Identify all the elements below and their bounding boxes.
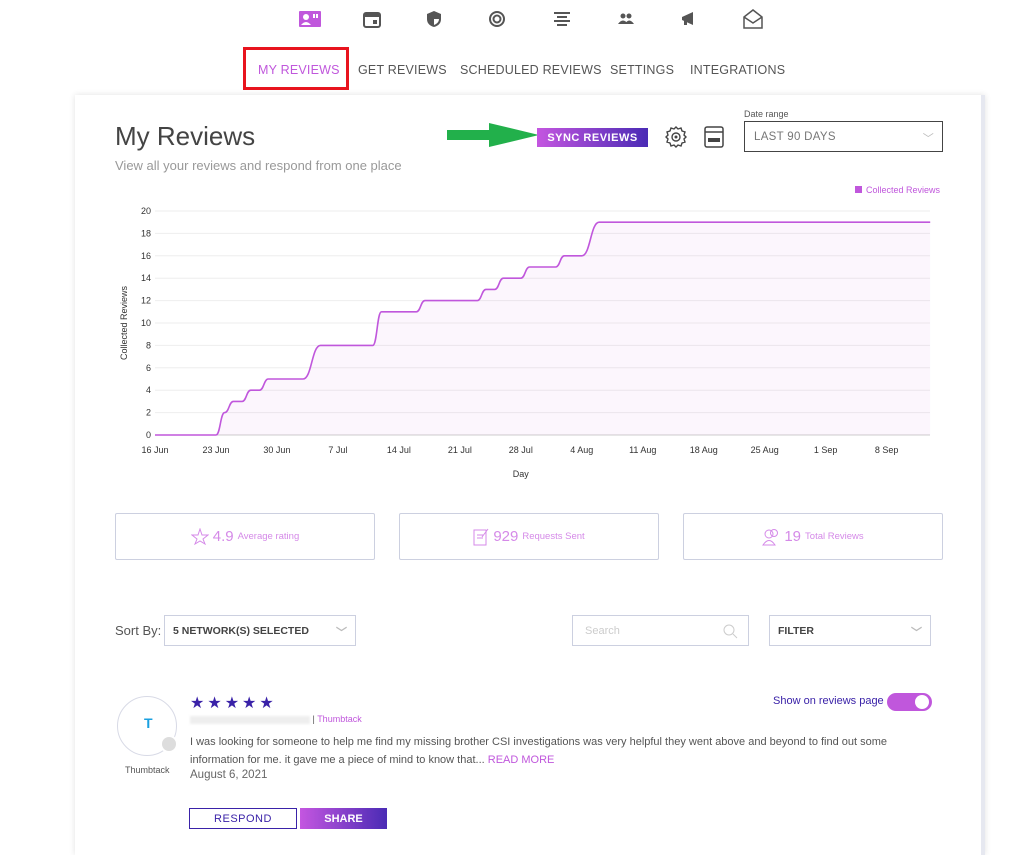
envelope-icon[interactable] [741, 8, 765, 30]
series-area [155, 222, 930, 435]
x-tick-label: 16 Jun [141, 445, 168, 455]
x-tick-label: 21 Jul [448, 445, 472, 455]
y-tick-label: 10 [141, 318, 151, 328]
x-tick-label: 23 Jun [202, 445, 229, 455]
chevron-down-icon: ﹀ [336, 624, 347, 640]
filter-value: FILTER [778, 625, 814, 637]
reviews-chart: 0 2 4 6 8 10 12 14 16 18 20 16 Jun 23 Jun 30 Jun 7 Jul… [75, 195, 955, 495]
stat-label: Total Reviews [805, 531, 864, 542]
avatar-letter: T [144, 715, 153, 731]
tab-integrations[interactable]: INTEGRATIONS [690, 63, 785, 77]
y-tick-label: 14 [141, 273, 151, 283]
reviews-card: My Reviews View all your reviews and res… [75, 95, 985, 855]
avatar: T [117, 696, 177, 756]
green-arrow-annotation [447, 123, 539, 147]
toggle-knob [915, 695, 929, 709]
chevron-down-icon: ﹀ [911, 624, 922, 640]
stat-requests-sent: 929 Requests Sent [399, 513, 659, 560]
radar-icon[interactable] [485, 8, 509, 30]
y-tick-label: 2 [146, 408, 151, 418]
calendar-icon[interactable] [360, 8, 384, 30]
document-icon [473, 528, 489, 546]
filter-select[interactable]: FILTER ﹀ [769, 615, 931, 646]
stat-total-reviews: 19 Total Reviews [683, 513, 943, 560]
y-axis-label: Collected Reviews [119, 285, 129, 360]
main-nav: MY REVIEWS GET REVIEWS SCHEDULED REVIEWS… [0, 60, 1010, 84]
chart-legend[interactable]: Collected Reviews [855, 185, 940, 195]
stat-value: 4.9 [213, 528, 234, 545]
search-icon[interactable] [722, 623, 738, 639]
shield-icon[interactable] [422, 8, 446, 30]
star-rating: ★★★★★ [190, 693, 277, 713]
sync-reviews-button[interactable]: SYNC REVIEWS [537, 128, 648, 147]
board-icon[interactable] [704, 126, 724, 148]
star-icon [191, 528, 209, 545]
align-center-icon[interactable] [550, 8, 574, 30]
x-tick-label: 1 Sep [814, 445, 838, 455]
y-tick-label: 18 [141, 228, 151, 238]
review-date: August 6, 2021 [190, 769, 267, 781]
users-icon [762, 528, 780, 546]
date-range-label: Date range [744, 109, 789, 119]
avatar-source-label: Thumbtack [125, 765, 170, 775]
people-icon[interactable] [614, 8, 638, 30]
review-text: I was looking for someone to help me fin… [190, 733, 910, 769]
y-tick-label: 6 [146, 363, 151, 373]
stat-value: 19 [784, 528, 801, 545]
y-tick-label: 20 [141, 206, 151, 216]
tab-scheduled-reviews[interactable]: SCHEDULED REVIEWS [460, 63, 602, 77]
x-tick-label: 25 Aug [751, 445, 779, 455]
y-tick-label: 8 [146, 340, 151, 350]
y-tick-label: 0 [146, 430, 151, 440]
reviews-icon[interactable] [298, 8, 322, 30]
y-tick-label: 16 [141, 251, 151, 261]
x-tick-label: 14 Jul [387, 445, 411, 455]
date-range-value: LAST 90 DAYS [754, 131, 836, 143]
x-tick-label: 28 Jul [509, 445, 533, 455]
reviewer-line: | Thumbtack [190, 714, 362, 724]
networks-select[interactable]: 5 NETWORK(S) SELECTED ﹀ [164, 615, 356, 646]
x-tick-label: 30 Jun [263, 445, 290, 455]
stat-label: Requests Sent [522, 531, 584, 542]
legend-swatch [855, 186, 862, 193]
sort-by-label: Sort By: [115, 623, 161, 638]
y-tick-label: 4 [146, 385, 151, 395]
share-button[interactable]: SHARE [300, 808, 387, 829]
x-axis-label: Day [513, 469, 530, 479]
x-tick-label: 4 Aug [570, 445, 593, 455]
show-on-page-label: Show on reviews page [773, 695, 884, 707]
x-tick-label: 7 Jul [328, 445, 347, 455]
legend-label: Collected Reviews [866, 185, 940, 195]
network-link[interactable]: Thumbtack [317, 714, 362, 724]
stat-value: 929 [493, 528, 518, 545]
date-range-select[interactable]: LAST 90 DAYS ﹀ [744, 121, 943, 152]
y-tick-label: 12 [141, 296, 151, 306]
tab-get-reviews[interactable]: GET REVIEWS [358, 63, 447, 77]
tab-settings[interactable]: SETTINGS [610, 63, 674, 77]
page-title: My Reviews [115, 121, 255, 152]
gear-icon[interactable] [664, 125, 688, 149]
blurred-reviewer-name [190, 716, 310, 724]
search-placeholder: Search [585, 625, 620, 637]
stat-average-rating: 4.9 Average rating [115, 513, 375, 560]
x-tick-label: 18 Aug [690, 445, 718, 455]
user-icon [160, 735, 178, 753]
x-tick-label: 11 Aug [629, 445, 656, 455]
x-tick-label: 8 Sep [875, 445, 899, 455]
search-input[interactable]: Search [572, 615, 749, 646]
top-icon-bar [0, 8, 1010, 32]
respond-button[interactable]: RESPOND [189, 808, 297, 829]
show-on-page-toggle[interactable] [887, 693, 932, 711]
stat-label: Average rating [238, 531, 300, 542]
read-more-link[interactable]: READ MORE [488, 754, 555, 766]
megaphone-icon[interactable] [677, 8, 701, 30]
page-subtitle: View all your reviews and respond from o… [115, 158, 402, 173]
highlight-box [243, 47, 349, 90]
chevron-down-icon: ﹀ [923, 130, 934, 146]
networks-value: 5 NETWORK(S) SELECTED [173, 625, 309, 637]
